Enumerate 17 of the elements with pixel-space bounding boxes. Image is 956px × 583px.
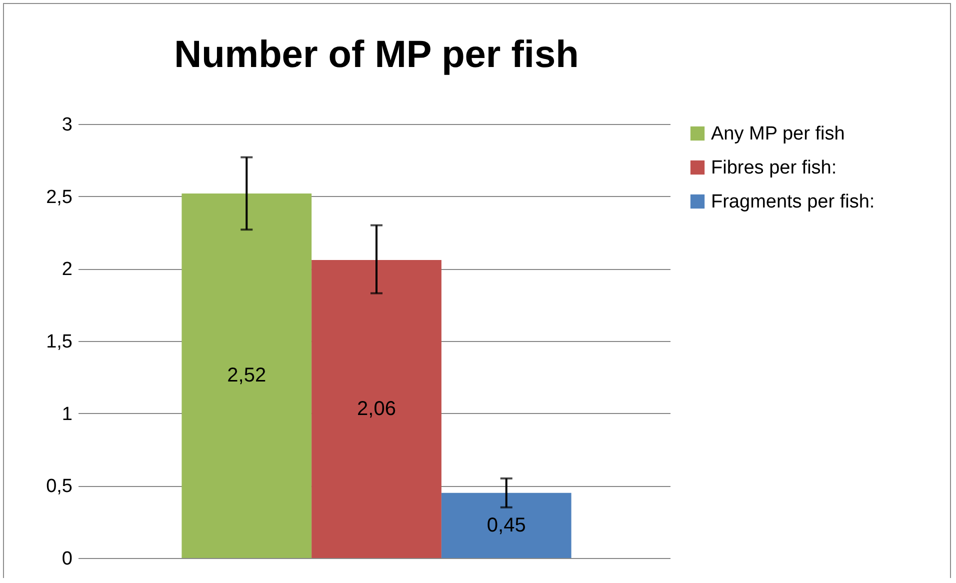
bar [182, 193, 312, 558]
legend-label: Fragments per fish: [711, 192, 875, 212]
y-tick-label: 0 [62, 548, 72, 570]
legend-label: Fibres per fish: [711, 158, 837, 178]
y-tick-label: 2,5 [46, 186, 72, 208]
bar [441, 492, 572, 558]
y-tick-label: 1 [62, 404, 72, 425]
legend-label: Any MP per fish [711, 124, 845, 144]
bar [312, 260, 442, 558]
data-label: 2,52 [227, 364, 266, 387]
data-label: 2,06 [357, 398, 396, 420]
y-tick-label: 2 [62, 259, 72, 280]
y-tick-label: 0,5 [46, 476, 72, 498]
y-tick-label: 3 [62, 114, 72, 136]
chart-title: Number of MP per fish [174, 34, 579, 76]
data-label: 0,45 [486, 514, 526, 536]
y-tick-label: 1,5 [46, 332, 72, 352]
